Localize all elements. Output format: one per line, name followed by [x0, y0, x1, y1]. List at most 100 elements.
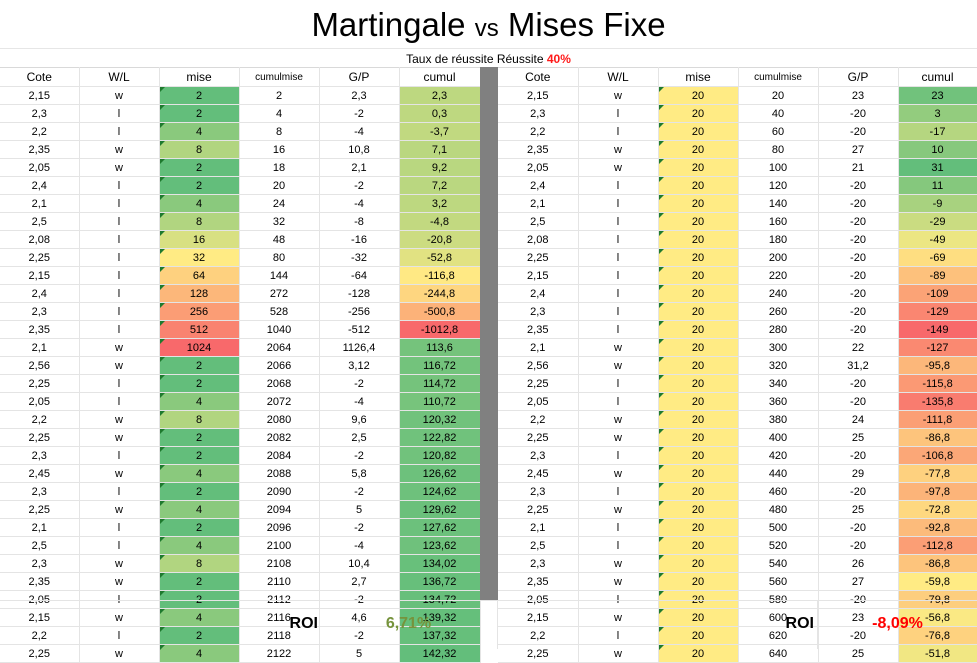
mise-cell[interactable]: 20: [658, 140, 739, 159]
cote-cell[interactable]: 2,05: [498, 158, 579, 177]
cumulmise-cell[interactable]: 2096: [239, 518, 320, 537]
mise-cell[interactable]: 2: [159, 428, 240, 447]
mise-cell[interactable]: 20: [658, 464, 739, 483]
wl-cell[interactable]: l: [79, 320, 160, 339]
wl-cell[interactable]: w: [578, 140, 659, 159]
cumulmise-cell[interactable]: 100: [738, 158, 819, 177]
cote-cell[interactable]: 2,45: [498, 464, 579, 483]
cumulmise-cell[interactable]: 360: [738, 392, 819, 411]
cumulmise-cell[interactable]: 48: [239, 230, 320, 249]
gp-cell[interactable]: 2,1: [319, 158, 400, 177]
cumul-cell[interactable]: -4,8: [399, 212, 481, 231]
cumul-cell[interactable]: 116,72: [399, 356, 481, 375]
cote-cell[interactable]: 2,3: [0, 482, 80, 501]
cote-cell[interactable]: 2,05: [0, 590, 80, 609]
gp-cell[interactable]: -20: [818, 104, 899, 123]
cote-cell[interactable]: 2,05: [0, 158, 80, 177]
gp-cell[interactable]: -2: [319, 374, 400, 393]
gp-cell[interactable]: -20: [818, 302, 899, 321]
mise-cell[interactable]: 2: [159, 572, 240, 591]
gp-cell[interactable]: -20: [818, 320, 899, 339]
cumulmise-cell[interactable]: 400: [738, 428, 819, 447]
mise-cell[interactable]: 32: [159, 248, 240, 267]
mise-cell[interactable]: 20: [658, 284, 739, 303]
gp-cell[interactable]: 10,4: [319, 554, 400, 573]
gp-cell[interactable]: 24: [818, 410, 899, 429]
cumul-cell[interactable]: -149: [898, 320, 977, 339]
cote-cell[interactable]: 2,5: [0, 536, 80, 555]
cote-cell[interactable]: 2,25: [498, 374, 579, 393]
cumulmise-cell[interactable]: 32: [239, 212, 320, 231]
cumulmise-cell[interactable]: 500: [738, 518, 819, 537]
cumulmise-cell[interactable]: 16: [239, 140, 320, 159]
mise-cell[interactable]: 20: [658, 608, 739, 627]
cote-cell[interactable]: 2,2: [0, 122, 80, 141]
cumul-cell[interactable]: 137,32: [399, 626, 481, 645]
gp-cell[interactable]: -128: [319, 284, 400, 303]
wl-cell[interactable]: l: [578, 482, 659, 501]
cumul-cell[interactable]: -115,8: [898, 374, 977, 393]
cote-cell[interactable]: 2,5: [498, 536, 579, 555]
cumul-cell[interactable]: 7,2: [399, 176, 481, 195]
mise-cell[interactable]: 20: [658, 428, 739, 447]
cote-cell[interactable]: 2,15: [498, 86, 579, 105]
cumulmise-cell[interactable]: 120: [738, 176, 819, 195]
cumulmise-cell[interactable]: 280: [738, 320, 819, 339]
cumul-cell[interactable]: 126,62: [399, 464, 481, 483]
cote-cell[interactable]: 2,1: [498, 338, 579, 357]
gp-cell[interactable]: 5: [319, 500, 400, 519]
cumul-cell[interactable]: -112,8: [898, 536, 977, 555]
cote-cell[interactable]: 2,4: [498, 284, 579, 303]
cumulmise-cell[interactable]: 80: [239, 248, 320, 267]
cote-cell[interactable]: 2,3: [0, 446, 80, 465]
cumul-cell[interactable]: 110,72: [399, 392, 481, 411]
cumulmise-cell[interactable]: 272: [239, 284, 320, 303]
cumulmise-cell[interactable]: 580: [738, 590, 819, 609]
cote-cell[interactable]: 2,1: [498, 194, 579, 213]
wl-cell[interactable]: l: [578, 248, 659, 267]
cote-cell[interactable]: 2,4: [498, 176, 579, 195]
mise-cell[interactable]: 20: [658, 194, 739, 213]
wl-cell[interactable]: w: [578, 608, 659, 627]
cote-cell[interactable]: 2,35: [0, 320, 80, 339]
cote-cell[interactable]: 2,25: [498, 428, 579, 447]
cumulmise-cell[interactable]: 240: [738, 284, 819, 303]
cumulmise-cell[interactable]: 1040: [239, 320, 320, 339]
cumulmise-cell[interactable]: 24: [239, 194, 320, 213]
gp-cell[interactable]: -20: [818, 122, 899, 141]
header-mise[interactable]: mise: [658, 67, 739, 87]
wl-cell[interactable]: l: [578, 176, 659, 195]
cote-cell[interactable]: 2,08: [0, 230, 80, 249]
wl-cell[interactable]: w: [578, 356, 659, 375]
wl-cell[interactable]: w: [79, 140, 160, 159]
wl-cell[interactable]: l: [578, 536, 659, 555]
gp-cell[interactable]: -20: [818, 482, 899, 501]
cote-cell[interactable]: 2,08: [498, 230, 579, 249]
cumul-cell[interactable]: -127: [898, 338, 977, 357]
cote-cell[interactable]: 2,5: [498, 212, 579, 231]
cumulmise-cell[interactable]: 144: [239, 266, 320, 285]
cumul-cell[interactable]: -72,8: [898, 500, 977, 519]
wl-cell[interactable]: l: [79, 446, 160, 465]
cote-cell[interactable]: 2,56: [498, 356, 579, 375]
gp-cell[interactable]: -20: [818, 230, 899, 249]
header-gp[interactable]: G/P: [818, 67, 899, 87]
mise-cell[interactable]: 2: [159, 626, 240, 645]
mise-cell[interactable]: 8: [159, 554, 240, 573]
cote-cell[interactable]: 2,3: [498, 554, 579, 573]
gp-cell[interactable]: -20: [818, 266, 899, 285]
mise-cell[interactable]: 64: [159, 266, 240, 285]
wl-cell[interactable]: l: [79, 482, 160, 501]
mise-cell[interactable]: 2: [159, 518, 240, 537]
cote-cell[interactable]: 2,05: [0, 392, 80, 411]
wl-cell[interactable]: w: [79, 356, 160, 375]
mise-cell[interactable]: 2: [159, 158, 240, 177]
cote-cell[interactable]: 2,25: [0, 644, 80, 663]
cumul-cell[interactable]: 11: [898, 176, 977, 195]
mise-cell[interactable]: 4: [159, 392, 240, 411]
gp-cell[interactable]: 23: [818, 608, 899, 627]
cumul-cell[interactable]: -77,8: [898, 464, 977, 483]
cumul-cell[interactable]: -86,8: [898, 554, 977, 573]
cumulmise-cell[interactable]: 40: [738, 104, 819, 123]
gp-cell[interactable]: -20: [818, 194, 899, 213]
